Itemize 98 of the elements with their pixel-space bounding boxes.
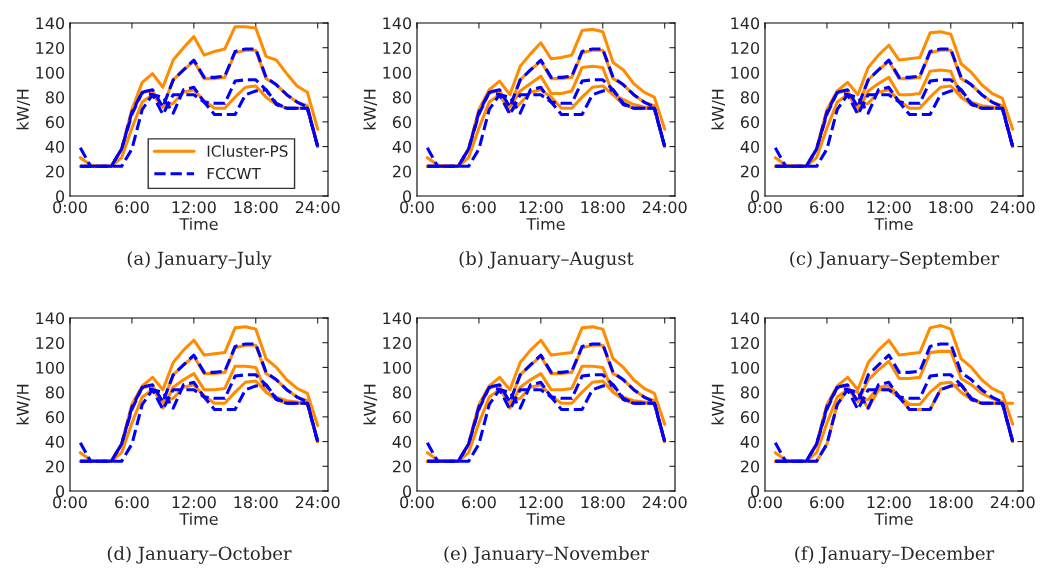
y-tick-label: 140 — [36, 312, 65, 325]
x-tick-label: 6:00 — [115, 496, 149, 509]
y-tick-label: 40 — [45, 435, 65, 448]
x-tick-label: 6:00 — [810, 496, 844, 509]
y-tick-label: 120 — [383, 336, 412, 350]
x-tick-label: 24:00 — [642, 496, 687, 509]
y-tick-label: 40 — [45, 140, 65, 153]
y-tick-label: 120 — [36, 41, 65, 55]
y-tick-label: 80 — [392, 91, 412, 104]
y-tick-label: 80 — [45, 91, 65, 104]
x-tick-label: 24:00 — [990, 201, 1035, 214]
x-tick-label: 0:00 — [400, 201, 434, 214]
x-tick-label: 6:00 — [462, 201, 496, 214]
y-tick-label: 80 — [392, 386, 412, 399]
x-tick-label: 12:00 — [519, 496, 563, 509]
y-axis-title: kW/H — [16, 89, 31, 130]
y-tick-label: 0 — [403, 190, 412, 203]
legend-label: FCCWT — [207, 167, 261, 180]
x-axis-title: Time — [179, 512, 218, 526]
x-tick-label: 18:00 — [929, 201, 973, 214]
y-tick-label: 60 — [392, 411, 412, 424]
y-axis-title: kW/H — [16, 384, 31, 425]
x-tick-label: 18:00 — [234, 201, 278, 214]
y-axis-title: kW/H — [711, 89, 726, 130]
y-tick-label: 100 — [731, 361, 760, 374]
y-tick-label: 40 — [740, 435, 760, 448]
y-tick-label: 120 — [36, 336, 65, 350]
y-tick-label: 20 — [740, 165, 760, 178]
x-tick-label: 24:00 — [295, 496, 340, 509]
x-tick-label: 18:00 — [929, 496, 973, 509]
x-tick-label: 12:00 — [867, 496, 911, 509]
x-tick-label: 18:00 — [581, 496, 625, 509]
text: (b) January–August — [459, 251, 634, 269]
x-tick-label: 6:00 — [810, 201, 844, 214]
x-tick-label: 0:00 — [400, 496, 434, 509]
y-tick-label: 20 — [45, 460, 65, 473]
y-tick-label: 100 — [731, 66, 760, 79]
y-tick-label: 120 — [731, 336, 760, 350]
y-axis-title: kW/H — [363, 384, 378, 425]
y-tick-label: 140 — [731, 312, 760, 325]
x-tick-label: 18:00 — [234, 496, 278, 509]
y-tick-label: 60 — [740, 411, 760, 424]
y-tick-label: 20 — [740, 460, 760, 473]
y-tick-label: 0 — [751, 190, 760, 203]
y-tick-label: 120 — [731, 41, 760, 55]
x-axis-title: Time — [874, 512, 913, 526]
x-axis-title: Time — [526, 217, 565, 231]
x-tick-label: 12:00 — [172, 496, 216, 509]
y-tick-label: 40 — [392, 140, 412, 153]
y-tick-label: 0 — [751, 485, 760, 498]
y-tick-label: 100 — [383, 66, 412, 79]
y-tick-label: 20 — [45, 165, 65, 178]
x-tick-label: 24:00 — [295, 201, 340, 214]
y-tick-label: 60 — [740, 116, 760, 129]
y-tick-label: 100 — [36, 66, 65, 79]
y-tick-label: 100 — [36, 361, 65, 374]
x-tick-label: 24:00 — [990, 496, 1035, 509]
y-tick-label: 140 — [383, 312, 412, 325]
y-tick-label: 0 — [403, 485, 412, 498]
y-tick-label: 40 — [392, 435, 412, 448]
y-tick-label: 20 — [392, 165, 412, 178]
text: (d) January–October — [107, 546, 292, 564]
x-tick-label: 0:00 — [748, 201, 782, 214]
y-tick-label: 140 — [383, 17, 412, 30]
y-tick-label: 80 — [740, 91, 760, 104]
y-tick-label: 60 — [45, 411, 65, 424]
y-tick-label: 0 — [56, 190, 65, 203]
y-tick-label: 140 — [36, 17, 65, 30]
x-axis-title: Time — [526, 512, 565, 526]
text: (e) January–November — [444, 546, 649, 564]
text: (a) January–July — [127, 251, 272, 269]
y-tick-label: 80 — [45, 386, 65, 399]
x-tick-label: 12:00 — [867, 201, 911, 214]
legend-label: ICluster-PS — [207, 145, 288, 157]
y-tick-label: 60 — [45, 116, 65, 129]
x-tick-label: 12:00 — [519, 201, 563, 214]
x-axis-title: Time — [874, 217, 913, 231]
text: (f) January–December — [795, 546, 995, 564]
x-tick-label: 0:00 — [748, 496, 782, 509]
y-tick-label: 80 — [740, 386, 760, 399]
x-tick-label: 24:00 — [642, 201, 687, 214]
x-tick-label: 6:00 — [462, 496, 496, 509]
x-tick-label: 0:00 — [53, 201, 87, 214]
y-tick-label: 60 — [392, 116, 412, 129]
y-axis-title: kW/H — [363, 89, 378, 130]
x-tick-label: 12:00 — [172, 201, 216, 214]
x-tick-label: 18:00 — [581, 201, 625, 214]
y-tick-label: 100 — [383, 361, 412, 374]
x-tick-label: 0:00 — [53, 496, 87, 509]
y-tick-label: 40 — [740, 140, 760, 153]
y-tick-label: 0 — [56, 485, 65, 498]
x-axis-title: Time — [179, 217, 218, 231]
y-axis-title: kW/H — [711, 384, 726, 425]
y-tick-label: 140 — [731, 17, 760, 30]
y-tick-label: 20 — [392, 460, 412, 473]
y-tick-label: 120 — [383, 41, 412, 55]
x-tick-label: 6:00 — [115, 201, 149, 214]
text: (c) January–September — [790, 251, 1000, 269]
